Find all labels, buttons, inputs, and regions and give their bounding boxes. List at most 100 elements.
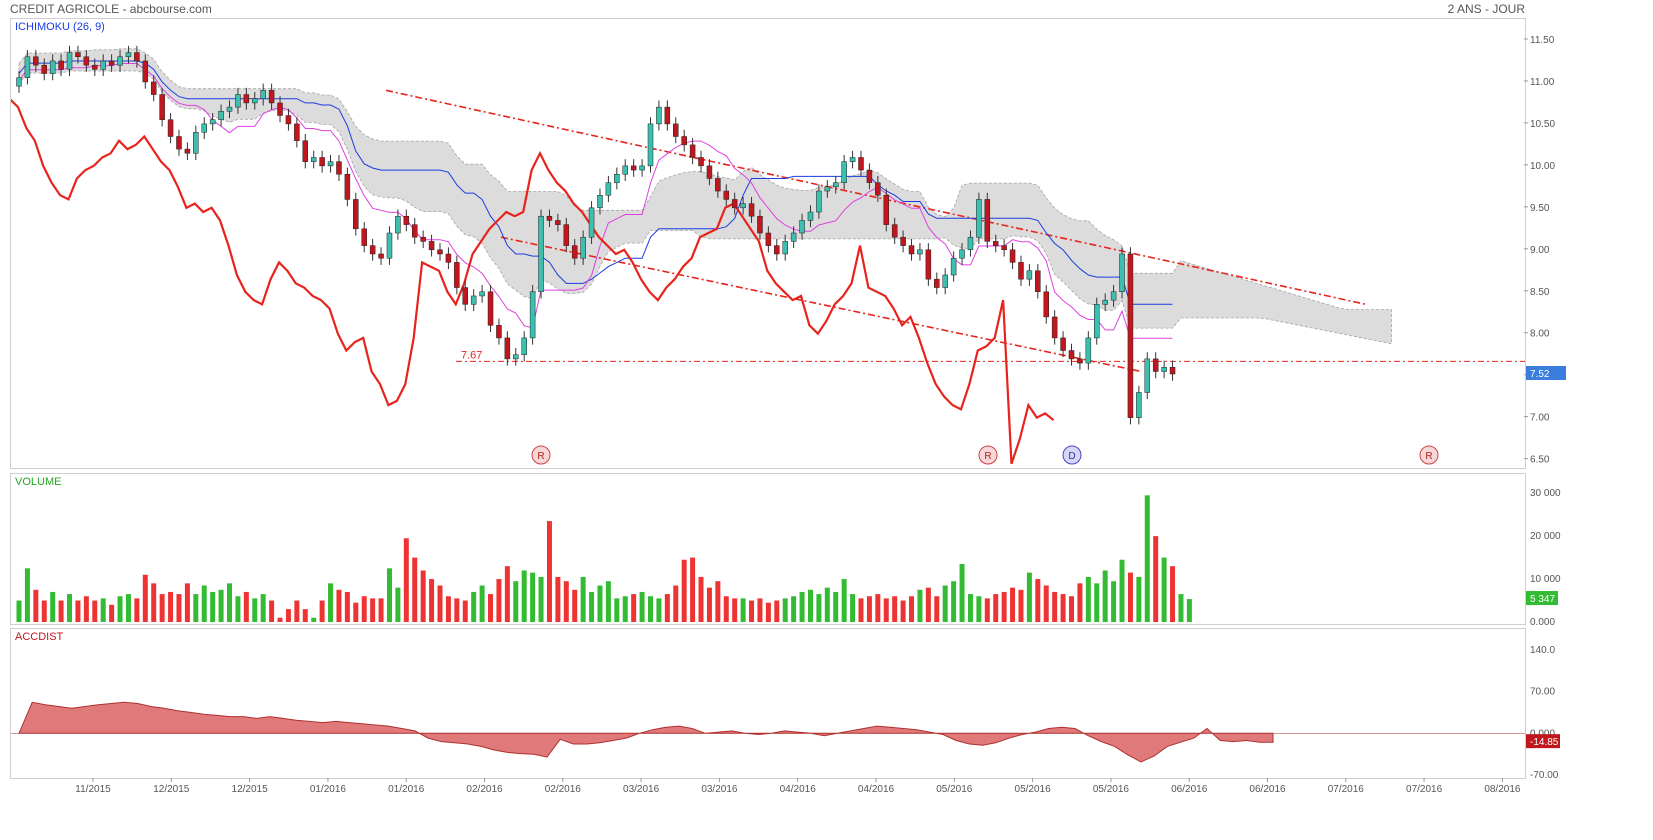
- candle: [866, 169, 873, 183]
- volume-bar: [1153, 536, 1159, 622]
- candle: [605, 182, 612, 196]
- volume-bar: [462, 600, 468, 622]
- volume-bar: [614, 598, 620, 622]
- candle: [41, 64, 48, 74]
- volume-bar: [395, 587, 401, 622]
- candle: [252, 98, 258, 104]
- last-volume-value: 5 347: [1530, 594, 1555, 605]
- candle: [24, 56, 31, 78]
- event-marker-r: [978, 445, 998, 465]
- volume-bar: [1102, 570, 1108, 622]
- candle: [757, 215, 763, 234]
- accdist-tick-label: 140.0: [1530, 645, 1555, 656]
- volume-bar: [723, 596, 729, 622]
- volume-bar: [277, 617, 283, 622]
- volume-bar: [698, 576, 704, 622]
- x-tick-label: 03/2016: [701, 784, 738, 795]
- candle: [462, 287, 469, 305]
- volume-bar: [732, 598, 738, 622]
- candle: [748, 203, 755, 217]
- candle: [740, 203, 746, 209]
- candle: [66, 52, 73, 70]
- candle: [395, 215, 401, 234]
- candle: [858, 157, 864, 171]
- x-tick-label: 04/2016: [780, 784, 817, 795]
- candle: [664, 106, 671, 125]
- volume-bar: [311, 617, 317, 622]
- price-chart: 7.67 R R D R: [0, 45, 1525, 465]
- volume-bar: [740, 598, 746, 622]
- candle: [243, 94, 250, 104]
- candle: [984, 199, 991, 242]
- candle: [277, 102, 283, 116]
- candle: [790, 232, 797, 242]
- volume-bar: [1111, 581, 1117, 622]
- last-volume-badge: [1526, 591, 1558, 606]
- volume-bar: [302, 609, 308, 622]
- ichimoku-label: ICHIMOKU (26, 9): [15, 21, 105, 33]
- candle: [1169, 367, 1176, 375]
- candle: [723, 190, 730, 200]
- volume-bar: [925, 587, 931, 622]
- volume-bar: [67, 594, 73, 622]
- candle: [176, 136, 182, 150]
- volume-bar: [100, 598, 106, 622]
- volume-tick-label: 20 000: [1530, 531, 1561, 542]
- volume-bar: [33, 589, 39, 622]
- volume-bar: [1085, 576, 1091, 622]
- candle: [235, 94, 241, 108]
- accdist-chart: [11, 701, 1525, 763]
- x-tick-label: 11/2015: [75, 784, 111, 795]
- candle: [900, 236, 906, 246]
- volume-bar: [117, 596, 123, 622]
- candle: [774, 245, 780, 255]
- accdist-tick-label: 70.00: [1530, 687, 1555, 698]
- volume-bar: [319, 600, 325, 622]
- volume-bar: [429, 579, 435, 622]
- candle: [378, 253, 384, 259]
- candle: [538, 215, 544, 293]
- volume-bar: [370, 598, 376, 622]
- volume-bar: [883, 598, 889, 622]
- candle: [209, 119, 216, 125]
- candle: [976, 199, 982, 238]
- accdist-tick-label: -70.00: [1530, 770, 1559, 781]
- candle: [353, 199, 359, 230]
- candle: [1085, 337, 1092, 364]
- candle: [546, 215, 553, 221]
- volume-bar: [176, 594, 182, 622]
- candle: [1026, 270, 1033, 280]
- volume-bar: [58, 600, 64, 622]
- candle: [1035, 270, 1041, 293]
- volume-bar: [285, 609, 291, 622]
- volume-bar: [605, 581, 611, 622]
- candle: [1144, 358, 1151, 393]
- volume-bar: [858, 598, 864, 622]
- event-marker-r: [1419, 445, 1439, 465]
- volume-bar: [92, 600, 98, 622]
- candle: [403, 215, 410, 225]
- candle: [1077, 358, 1083, 364]
- volume-bar: [328, 583, 334, 622]
- last-accdist-value: -14.85: [1530, 737, 1559, 748]
- period-label[interactable]: 2 ANS - JOUR: [1447, 2, 1525, 16]
- volume-bar: [24, 568, 30, 622]
- volume-bar: [959, 564, 965, 622]
- volume-bar: [227, 583, 232, 622]
- candle: [16, 77, 22, 87]
- event-marker-r: [531, 445, 551, 465]
- candle: [883, 194, 890, 225]
- price-tick-label: 11.00: [1530, 77, 1555, 88]
- volume-bar: [1043, 585, 1049, 622]
- volume-bar: [142, 574, 148, 622]
- x-tick-label: 05/2016: [936, 784, 973, 795]
- candle: [285, 115, 292, 125]
- volume-bar: [900, 600, 906, 622]
- volume-bar: [269, 600, 275, 622]
- candle: [75, 52, 81, 58]
- candle: [58, 60, 64, 70]
- candle: [420, 236, 426, 242]
- candle: [504, 337, 511, 360]
- volume-bar: [639, 591, 645, 622]
